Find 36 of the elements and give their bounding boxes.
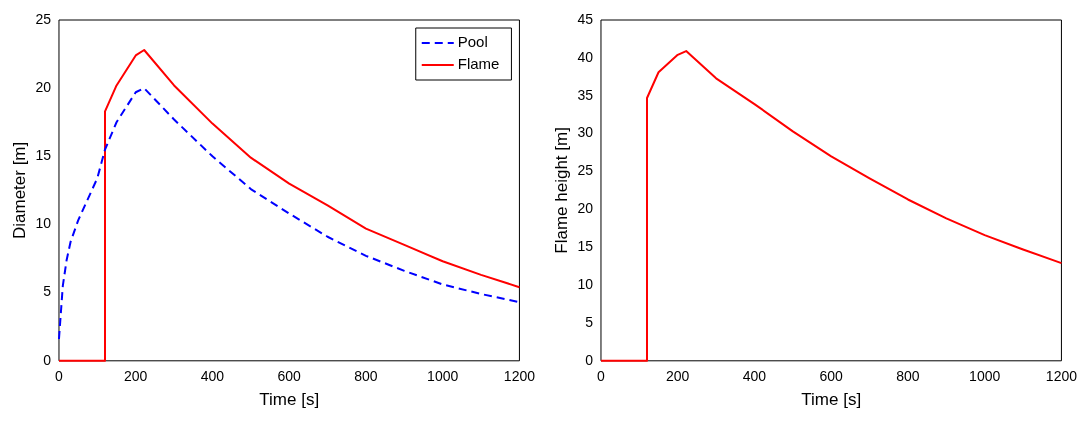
y-axis-title: Flame height [m] bbox=[551, 127, 571, 254]
x-tick-label: 0 bbox=[55, 368, 64, 385]
x-tick-label: 1200 bbox=[503, 368, 536, 385]
y-tick-label: 25 bbox=[577, 162, 594, 179]
legend-label: Pool bbox=[457, 33, 488, 51]
y-axis-title: Diameter [m] bbox=[9, 141, 29, 240]
y-tick-label: 25 bbox=[35, 10, 52, 27]
x-axis-title: Time [s] bbox=[259, 390, 320, 410]
x-tick-label: 200 bbox=[124, 368, 148, 385]
y-tick-label: 30 bbox=[577, 124, 594, 141]
y-tick-label: 15 bbox=[577, 238, 594, 255]
y-tick-label: 35 bbox=[577, 86, 594, 103]
x-tick-label: 200 bbox=[666, 368, 690, 385]
x-axis-title: Time [s] bbox=[801, 390, 862, 410]
y-tick-label: 10 bbox=[577, 275, 594, 292]
x-tick-label: 1200 bbox=[1045, 368, 1078, 385]
x-tick-label: 600 bbox=[277, 368, 302, 385]
x-tick-label: 400 bbox=[200, 368, 225, 385]
x-tick-label: 600 bbox=[819, 368, 844, 385]
legend-label: Flame bbox=[457, 55, 500, 73]
y-tick-label: 20 bbox=[35, 79, 52, 96]
y-tick-label: 45 bbox=[577, 10, 594, 27]
y-tick-label: 0 bbox=[585, 351, 594, 368]
y-tick-label: 0 bbox=[43, 351, 52, 368]
y-tick-label: 5 bbox=[43, 283, 52, 300]
x-tick-label: 400 bbox=[742, 368, 767, 385]
x-tick-label: 800 bbox=[354, 368, 378, 385]
y-tick-label: 40 bbox=[577, 48, 594, 65]
y-tick-label: 15 bbox=[35, 147, 52, 164]
y-tick-label: 10 bbox=[35, 215, 52, 232]
y-tick-label: 20 bbox=[577, 200, 594, 217]
x-tick-label: 1000 bbox=[427, 368, 459, 385]
x-tick-label: 0 bbox=[597, 368, 606, 385]
x-tick-label: 1000 bbox=[969, 368, 1001, 385]
x-tick-label: 800 bbox=[896, 368, 920, 385]
y-tick-label: 5 bbox=[585, 313, 594, 330]
